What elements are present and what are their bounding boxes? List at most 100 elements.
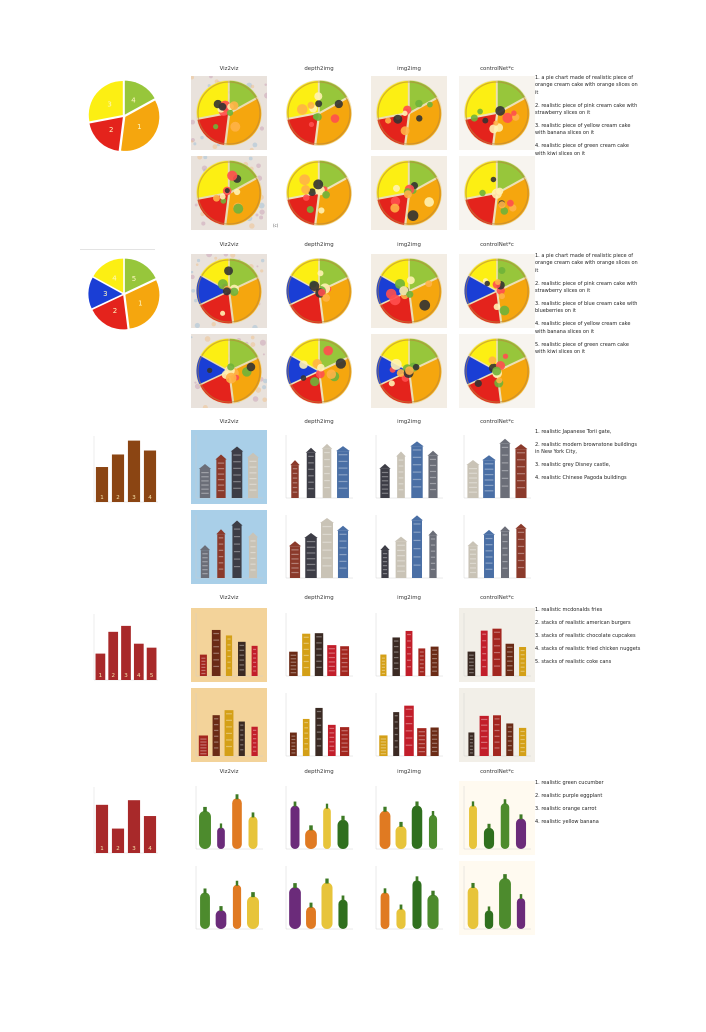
column-header: controlNet*c <box>480 66 514 72</box>
pie-slice-label: 2 <box>109 126 113 134</box>
generated-image-svg <box>459 688 535 762</box>
bar-3 <box>127 800 141 853</box>
generated-image-svg <box>459 510 535 584</box>
prompt-list: 1. a pie chart made of realistic piece o… <box>535 253 641 362</box>
pie-slice-3 <box>88 80 123 122</box>
pie-slice-3 <box>376 161 408 198</box>
pie-slice-3 <box>88 277 123 309</box>
pie-slice-3 <box>196 276 228 305</box>
generated-image-svg <box>371 334 447 408</box>
prompt-item: 5. realistic piece of green cream cake w… <box>535 341 629 356</box>
bar-label: 1 <box>100 846 104 852</box>
bar-4 <box>143 450 157 502</box>
prompt-item: 4. realistic Chinese Pagoda buildings <box>535 475 627 482</box>
control-chart-svg: 1 2 3 4 <box>93 436 158 503</box>
pie-slice-label: 3 <box>107 101 111 109</box>
generated-image-svg <box>459 254 535 328</box>
control-chart: 1 2 3 4 <box>86 430 162 508</box>
generated-image-svg <box>371 861 447 935</box>
bar-5 <box>146 647 157 680</box>
bar-2 <box>111 828 125 853</box>
generated-image <box>281 781 357 855</box>
generated-image <box>459 76 535 150</box>
generated-image-svg <box>191 688 267 762</box>
bar-label: 2 <box>111 673 115 679</box>
generated-image <box>281 861 357 935</box>
generated-image-svg <box>281 430 357 504</box>
prompt-item: 3. stacks of realistic chocolate cupcake… <box>535 632 636 639</box>
prompt-item: 2. realistic purple eggplant <box>535 792 603 799</box>
generated-image-svg <box>281 510 357 584</box>
pie-slice-3 <box>464 356 496 385</box>
generated-image <box>281 510 357 584</box>
column-header: Viz2viz <box>219 769 239 775</box>
pie-slice-2 <box>468 372 501 404</box>
generated-image-svg <box>191 510 267 584</box>
prompt-item: 5. stacks of realistic coke cans <box>535 658 612 665</box>
prompt-item: 4. stacks of realistic fried chicken nug… <box>535 645 641 652</box>
bar-2 <box>108 631 119 680</box>
pie-slice-3 <box>286 356 318 385</box>
prompt-list: 1. realistic green cucumber 2. realistic … <box>535 780 641 832</box>
generated-image <box>191 254 267 328</box>
pie-slice-4 <box>124 80 155 115</box>
column-header: depth2img <box>304 242 334 248</box>
prompt-item: 2. realistic modern brownstone buildings… <box>535 441 637 456</box>
generated-image <box>191 510 267 584</box>
row-separator <box>80 249 155 250</box>
generated-image <box>371 156 447 230</box>
pie-slice-4 <box>93 258 124 293</box>
generated-image <box>191 430 267 504</box>
generated-image-svg <box>371 76 447 150</box>
generated-image <box>281 76 357 150</box>
generated-image <box>191 688 267 762</box>
generated-image-svg <box>281 688 357 762</box>
generated-image-svg <box>371 156 447 230</box>
pie-slice-3 <box>376 81 408 118</box>
prompt-list: 1. a pie chart made of realistic piece o… <box>535 75 641 164</box>
generated-image-svg <box>371 688 447 762</box>
generated-image <box>281 156 357 230</box>
prompt-item: 3. realistic piece of yellow cream cake … <box>535 123 631 137</box>
generated-image-svg <box>281 334 357 408</box>
generated-image <box>371 254 447 328</box>
control-chart: 1 2 3 4 <box>86 781 162 859</box>
column-header: img2img <box>397 769 421 775</box>
prompt-item: 1. realistic Japanese Torii gate, <box>535 429 612 435</box>
generated-image-svg <box>191 156 267 230</box>
column-header: Viz2viz <box>219 419 239 425</box>
generated-image <box>371 334 447 408</box>
column-header: controlNet*c <box>480 769 514 775</box>
pie-slice-4 <box>291 338 319 370</box>
pie-slice-5 <box>409 338 438 370</box>
generated-image <box>371 430 447 504</box>
generated-image-svg <box>459 861 535 935</box>
generated-image <box>459 510 535 584</box>
generated-image-svg <box>191 334 267 408</box>
control-chart-svg: 1 2 3 4 5 <box>93 614 158 681</box>
pie-slice-5 <box>497 338 526 370</box>
pie-slice-label: 4 <box>112 274 117 282</box>
generated-image-svg <box>191 76 267 150</box>
generated-image-svg <box>371 781 447 855</box>
generated-image <box>459 156 535 230</box>
column-header: Viz2viz <box>219 66 239 72</box>
generated-image-svg <box>371 254 447 328</box>
pie-slice-3 <box>464 161 496 198</box>
bar-1 <box>95 653 106 680</box>
bar-label: 4 <box>148 846 152 852</box>
pie-slice-2 <box>290 292 323 324</box>
generated-image <box>371 688 447 762</box>
generated-image <box>371 861 447 935</box>
column-header: Viz2viz <box>219 242 239 248</box>
pie-slice-3 <box>196 161 228 198</box>
bar-label: 1 <box>99 673 103 679</box>
pie-slice-1 <box>121 100 160 151</box>
pie-slice-2 <box>200 292 233 324</box>
generated-image-svg <box>191 781 267 855</box>
generated-image-svg <box>459 76 535 150</box>
generated-image <box>371 781 447 855</box>
column-header: img2img <box>397 595 421 601</box>
pie-slice-4 <box>201 338 229 370</box>
